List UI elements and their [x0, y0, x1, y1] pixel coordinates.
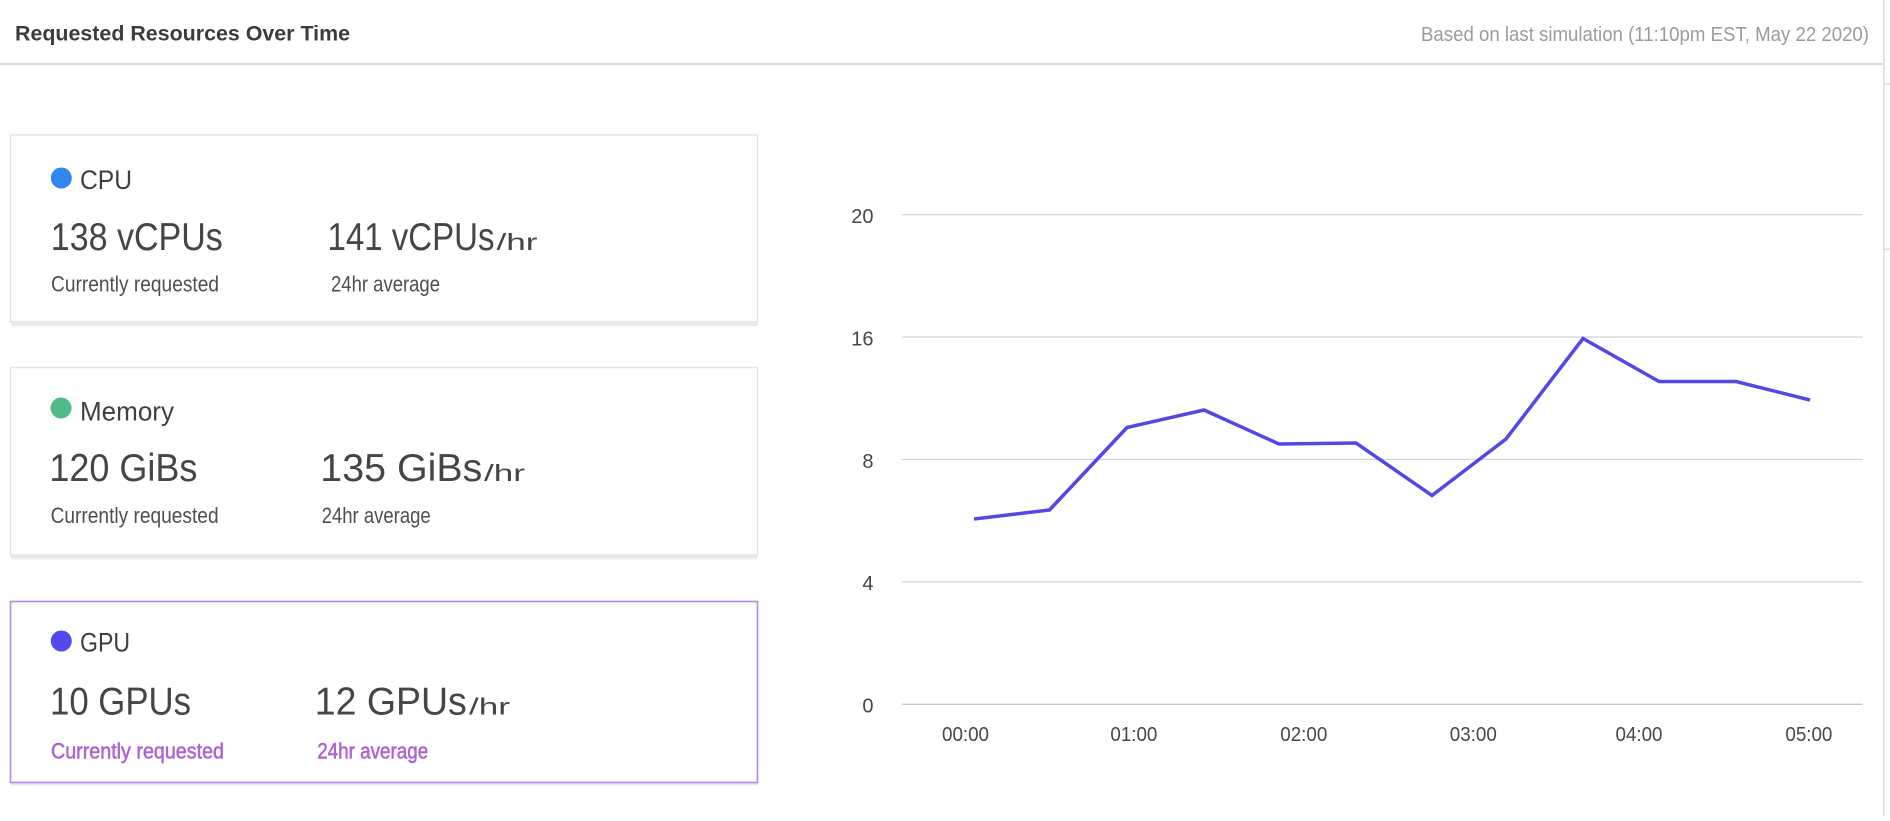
svg-text:Memory: Memory	[80, 397, 174, 427]
svg-text:02:00: 02:00	[1280, 724, 1327, 746]
svg-text:Requested Resources Over Time: Requested Resources Over Time	[15, 22, 350, 46]
svg-text:4: 4	[862, 573, 873, 595]
svg-text:141 vCPUs: 141 vCPUs	[328, 216, 495, 259]
svg-text:/hr: /hr	[497, 229, 539, 255]
svg-text:Currently requested: Currently requested	[51, 503, 219, 528]
svg-text:138 vCPUs: 138 vCPUs	[51, 216, 223, 259]
svg-text:16: 16	[851, 328, 873, 350]
svg-text:CPU: CPU	[80, 165, 132, 195]
svg-text:12 GPUs: 12 GPUs	[315, 681, 467, 724]
svg-text:05:00: 05:00	[1785, 724, 1832, 746]
svg-text:120 GiBs: 120 GiBs	[49, 447, 197, 490]
svg-text:20: 20	[851, 206, 873, 228]
svg-text:10 GPUs: 10 GPUs	[50, 681, 191, 724]
svg-text:Based on last simulation (11:1: Based on last simulation (11:10pm EST, M…	[1421, 24, 1869, 46]
svg-text:03:00: 03:00	[1450, 724, 1497, 746]
svg-text:01:00: 01:00	[1110, 724, 1157, 746]
svg-text:24hr average: 24hr average	[317, 739, 428, 764]
svg-text:Currently requested: Currently requested	[51, 272, 219, 297]
svg-text:/hr: /hr	[484, 460, 526, 486]
svg-text:24hr average: 24hr average	[322, 503, 431, 528]
svg-text:GPU: GPU	[80, 628, 130, 658]
svg-text:8: 8	[862, 451, 873, 473]
svg-text:Currently requested: Currently requested	[51, 739, 224, 764]
svg-text:04:00: 04:00	[1616, 724, 1663, 746]
svg-text:/hr: /hr	[469, 694, 511, 720]
svg-text:00:00: 00:00	[942, 724, 989, 746]
svg-text:24hr average: 24hr average	[331, 272, 440, 297]
svg-text:0: 0	[862, 696, 873, 718]
svg-text:135 GiBs: 135 GiBs	[320, 447, 482, 490]
